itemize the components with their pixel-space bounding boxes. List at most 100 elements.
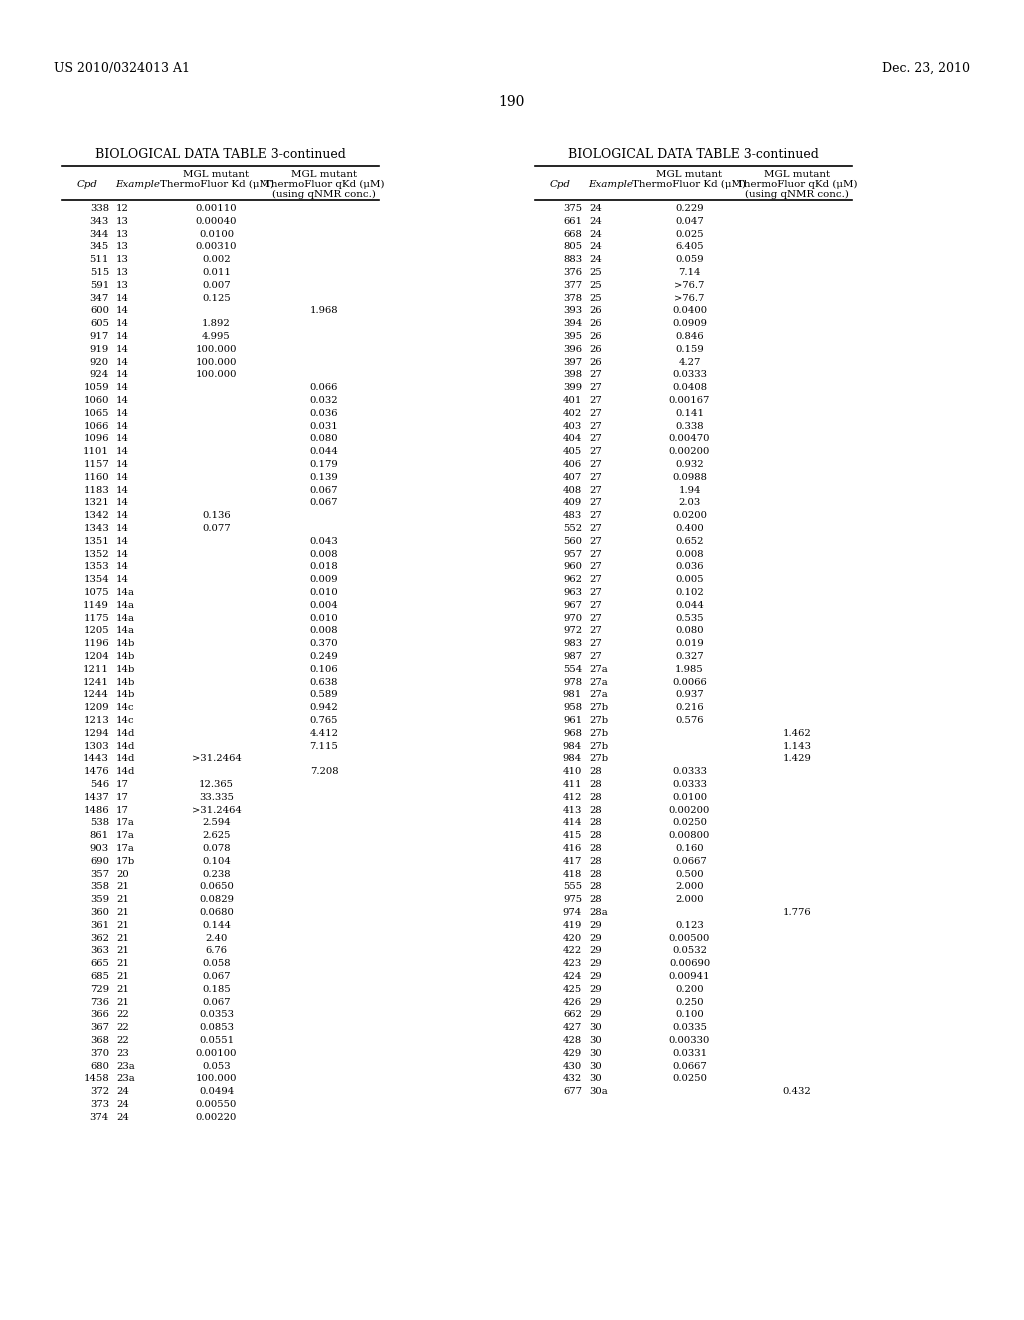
Text: 7.115: 7.115 bbox=[309, 742, 339, 751]
Text: 362: 362 bbox=[90, 933, 109, 942]
Text: 14b: 14b bbox=[116, 652, 135, 661]
Text: 21: 21 bbox=[116, 908, 129, 917]
Text: 407: 407 bbox=[563, 473, 582, 482]
Text: 27a: 27a bbox=[589, 665, 608, 673]
Text: 14: 14 bbox=[116, 396, 129, 405]
Text: 0.00167: 0.00167 bbox=[669, 396, 711, 405]
Text: 917: 917 bbox=[90, 333, 109, 341]
Text: 958: 958 bbox=[563, 704, 582, 713]
Text: 0.0909: 0.0909 bbox=[672, 319, 707, 329]
Text: 29: 29 bbox=[589, 933, 602, 942]
Text: 375: 375 bbox=[563, 205, 582, 213]
Text: 0.249: 0.249 bbox=[309, 652, 338, 661]
Text: 14b: 14b bbox=[116, 639, 135, 648]
Text: 970: 970 bbox=[563, 614, 582, 623]
Text: 361: 361 bbox=[90, 921, 109, 929]
Text: 0.008: 0.008 bbox=[309, 549, 338, 558]
Text: 1.462: 1.462 bbox=[782, 729, 811, 738]
Text: 1196: 1196 bbox=[83, 639, 109, 648]
Text: 0.200: 0.200 bbox=[675, 985, 703, 994]
Text: 413: 413 bbox=[562, 805, 582, 814]
Text: 1.429: 1.429 bbox=[782, 755, 811, 763]
Text: 1157: 1157 bbox=[83, 459, 109, 469]
Text: 426: 426 bbox=[563, 998, 582, 1007]
Text: 373: 373 bbox=[90, 1100, 109, 1109]
Text: 1065: 1065 bbox=[84, 409, 109, 418]
Text: 0.0400: 0.0400 bbox=[672, 306, 707, 315]
Text: 0.0650: 0.0650 bbox=[199, 882, 233, 891]
Text: 0.00040: 0.00040 bbox=[196, 216, 238, 226]
Text: 483: 483 bbox=[563, 511, 582, 520]
Text: 0.010: 0.010 bbox=[309, 614, 338, 623]
Text: 1066: 1066 bbox=[84, 421, 109, 430]
Text: 0.077: 0.077 bbox=[202, 524, 230, 533]
Text: 28: 28 bbox=[589, 895, 602, 904]
Text: 26: 26 bbox=[589, 358, 602, 367]
Text: 14: 14 bbox=[116, 549, 129, 558]
Text: 0.080: 0.080 bbox=[675, 627, 703, 635]
Text: 410: 410 bbox=[562, 767, 582, 776]
Text: 405: 405 bbox=[563, 447, 582, 457]
Text: 1486: 1486 bbox=[83, 805, 109, 814]
Text: 0.136: 0.136 bbox=[202, 511, 230, 520]
Text: 27: 27 bbox=[589, 652, 602, 661]
Text: 924: 924 bbox=[90, 371, 109, 379]
Text: BIOLOGICAL DATA TABLE 3-continued: BIOLOGICAL DATA TABLE 3-continued bbox=[95, 148, 346, 161]
Text: 27: 27 bbox=[589, 537, 602, 545]
Text: 13: 13 bbox=[116, 230, 129, 239]
Text: 0.00500: 0.00500 bbox=[669, 933, 711, 942]
Text: 0.043: 0.043 bbox=[309, 537, 338, 545]
Text: 560: 560 bbox=[563, 537, 582, 545]
Text: 21: 21 bbox=[116, 972, 129, 981]
Text: 677: 677 bbox=[563, 1088, 582, 1096]
Text: 987: 987 bbox=[563, 652, 582, 661]
Text: 960: 960 bbox=[563, 562, 582, 572]
Text: 1321: 1321 bbox=[83, 499, 109, 507]
Text: 961: 961 bbox=[563, 715, 582, 725]
Text: 14: 14 bbox=[116, 499, 129, 507]
Text: 24: 24 bbox=[116, 1113, 129, 1122]
Text: 23a: 23a bbox=[116, 1061, 135, 1071]
Text: 668: 668 bbox=[563, 230, 582, 239]
Text: 100.000: 100.000 bbox=[196, 371, 238, 379]
Text: 29: 29 bbox=[589, 998, 602, 1007]
Text: (using qNMR conc.): (using qNMR conc.) bbox=[745, 190, 849, 199]
Text: 409: 409 bbox=[563, 499, 582, 507]
Text: 100.000: 100.000 bbox=[196, 358, 238, 367]
Text: 394: 394 bbox=[563, 319, 582, 329]
Text: 424: 424 bbox=[562, 972, 582, 981]
Text: 0.638: 0.638 bbox=[309, 677, 338, 686]
Text: 7.208: 7.208 bbox=[309, 767, 338, 776]
Text: 14: 14 bbox=[116, 473, 129, 482]
Text: 0.0408: 0.0408 bbox=[672, 383, 707, 392]
Text: 24: 24 bbox=[116, 1088, 129, 1096]
Text: 552: 552 bbox=[563, 524, 582, 533]
Text: 2.594: 2.594 bbox=[202, 818, 230, 828]
Text: 0.535: 0.535 bbox=[675, 614, 703, 623]
Text: 1303: 1303 bbox=[83, 742, 109, 751]
Text: 401: 401 bbox=[562, 396, 582, 405]
Text: 968: 968 bbox=[563, 729, 582, 738]
Text: 0.059: 0.059 bbox=[675, 255, 703, 264]
Text: 805: 805 bbox=[563, 243, 582, 251]
Text: 978: 978 bbox=[563, 677, 582, 686]
Text: 920: 920 bbox=[90, 358, 109, 367]
Text: 33.335: 33.335 bbox=[199, 793, 234, 801]
Text: ThermoFluor Kd (μM): ThermoFluor Kd (μM) bbox=[160, 180, 273, 189]
Text: 0.0853: 0.0853 bbox=[199, 1023, 234, 1032]
Text: 24: 24 bbox=[116, 1100, 129, 1109]
Text: 30: 30 bbox=[589, 1036, 602, 1045]
Text: 25: 25 bbox=[589, 281, 602, 290]
Text: 27: 27 bbox=[589, 447, 602, 457]
Text: 0.159: 0.159 bbox=[675, 345, 703, 354]
Text: 399: 399 bbox=[563, 383, 582, 392]
Text: 0.0066: 0.0066 bbox=[672, 677, 707, 686]
Text: 13: 13 bbox=[116, 268, 129, 277]
Text: 4.995: 4.995 bbox=[202, 333, 230, 341]
Text: 28: 28 bbox=[589, 793, 602, 801]
Text: 397: 397 bbox=[563, 358, 582, 367]
Text: 538: 538 bbox=[90, 818, 109, 828]
Text: 1458: 1458 bbox=[83, 1074, 109, 1084]
Text: 1.776: 1.776 bbox=[782, 908, 811, 917]
Text: 30: 30 bbox=[589, 1061, 602, 1071]
